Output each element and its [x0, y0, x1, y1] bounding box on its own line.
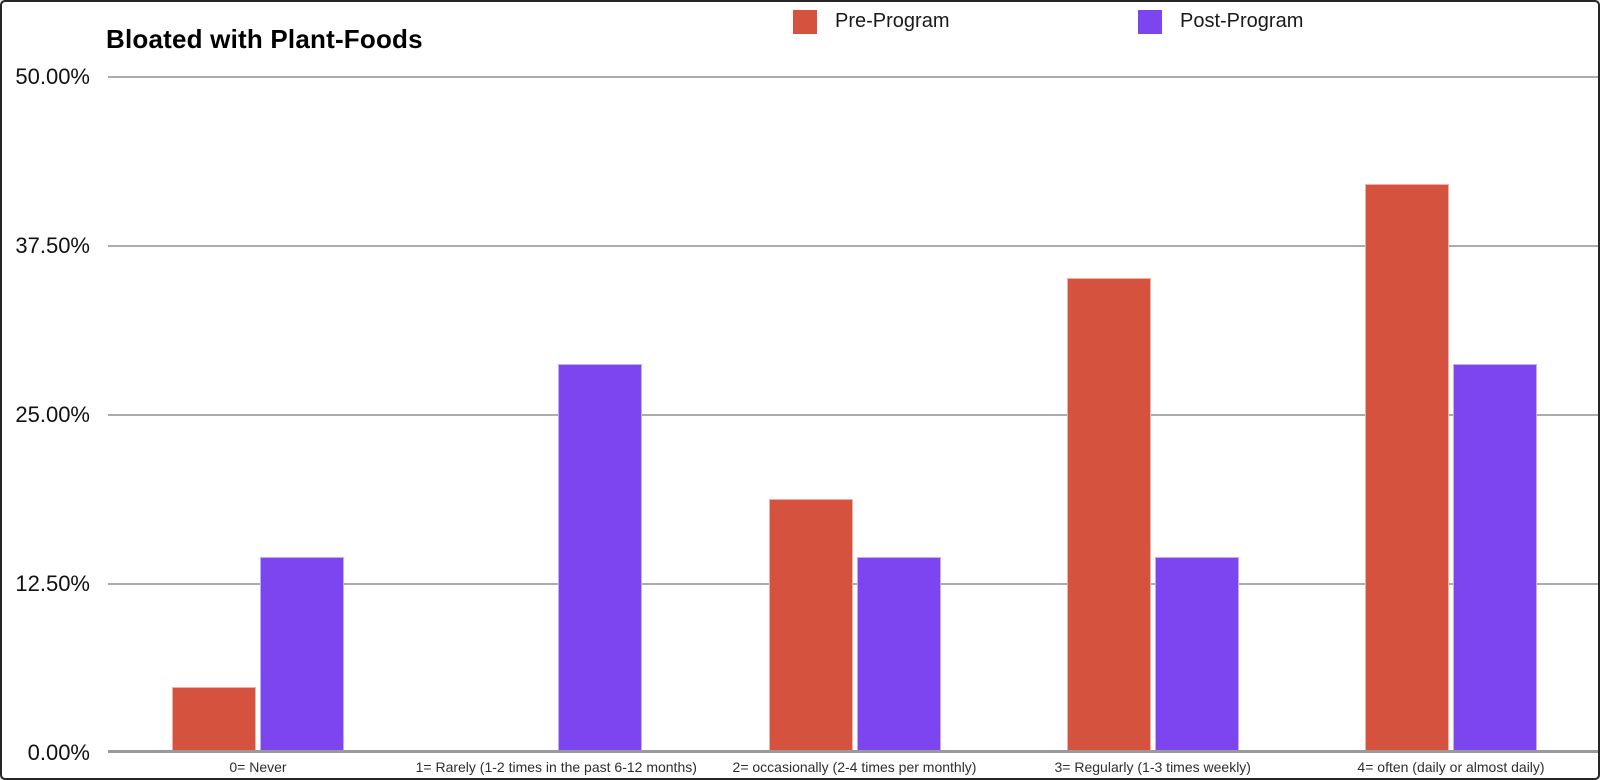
- legend-item-post-program[interactable]: Post-Program: [1138, 8, 1303, 35]
- bar-pre-program-2[interactable]: [768, 499, 853, 750]
- legend-item-pre-program[interactable]: Pre-Program: [793, 8, 949, 35]
- bar-post-program-3[interactable]: [1154, 557, 1239, 750]
- gridline-25: [108, 414, 1598, 416]
- legend-label-pre-program: Pre-Program: [835, 10, 950, 32]
- bar-post-program-4[interactable]: [1453, 364, 1537, 750]
- y-tick-label: 12.50%: [15, 571, 90, 596]
- bar-post-program-1[interactable]: [558, 364, 643, 750]
- bar-pre-program-3[interactable]: [1066, 278, 1151, 750]
- y-tick-label: 25.00%: [15, 402, 90, 427]
- plot-area: [108, 76, 1598, 753]
- chart-title: Bloated with Plant-Foods: [106, 24, 423, 54]
- gridline-50: [108, 76, 1598, 78]
- y-tick-label: 0.00%: [27, 740, 90, 765]
- post-program-swatch-icon: [1138, 9, 1162, 34]
- bar-post-program-0[interactable]: [260, 557, 344, 750]
- legend-label-post-program: Post-Program: [1180, 10, 1304, 32]
- gridline-37.5: [108, 245, 1598, 247]
- x-category-label-3: 3= Regularly (1-3 times weekly): [1054, 759, 1251, 775]
- x-category-label-2: 2= occasionally (2-4 times per monthly): [732, 759, 977, 775]
- x-axis: 0= Never 1= Rarely (1-2 times in the past…: [108, 755, 1598, 777]
- x-category-label-1: 1= Rarely (1-2 times in the past 6-12 mo…: [415, 759, 697, 775]
- y-tick-label: 50.00%: [15, 64, 90, 89]
- pre-program-swatch-icon: [793, 9, 817, 34]
- y-axis: 0.00% 12.50% 25.00% 37.50% 50.00%: [2, 64, 90, 765]
- bar-pre-program-4[interactable]: [1365, 184, 1449, 750]
- gridline-0: [108, 750, 1598, 753]
- bar-pre-program-0[interactable]: [172, 687, 256, 750]
- bar-post-program-2[interactable]: [856, 557, 941, 750]
- x-category-label-4: 4= often (daily or almost daily): [1357, 759, 1545, 775]
- y-tick-label: 37.50%: [15, 233, 90, 258]
- x-category-label-0: 0= Never: [229, 759, 287, 775]
- gridline-12.5: [108, 583, 1598, 585]
